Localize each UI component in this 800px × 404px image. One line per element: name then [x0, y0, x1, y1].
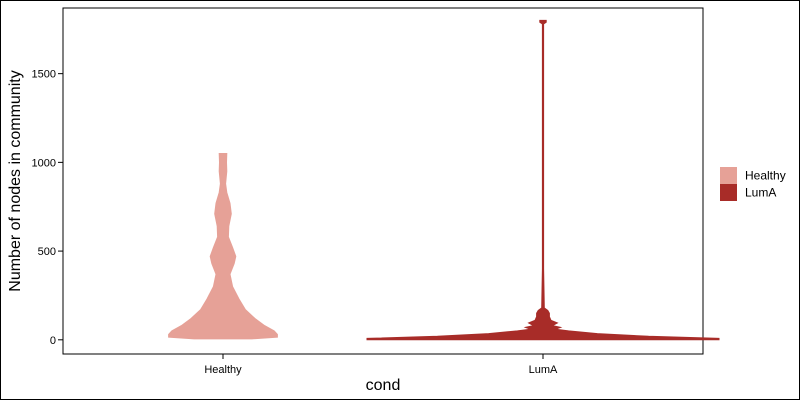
violin-healthy	[168, 153, 278, 340]
legend-label: Healthy	[745, 169, 786, 183]
x-axis: Healthy LumA	[204, 354, 558, 376]
y-axis-title: Number of nodes in community	[7, 70, 24, 291]
x-tick-label: Healthy	[204, 364, 242, 376]
legend-label: LumA	[745, 186, 776, 200]
y-tick-label: 500	[38, 246, 56, 258]
x-tick-label: LumA	[529, 364, 558, 376]
legend: Healthy LumA	[720, 167, 786, 201]
legend-key-luma	[720, 184, 737, 201]
legend-key-healthy	[720, 167, 737, 184]
y-tick-label: 0	[50, 335, 56, 347]
violin-layer	[168, 19, 720, 341]
y-tick-label: 1500	[32, 69, 56, 81]
y-tick-label: 1000	[32, 157, 56, 169]
x-axis-title: cond	[366, 377, 401, 394]
y-axis: 0 500 1000 1500	[32, 69, 63, 347]
plot-panel	[62, 7, 704, 355]
violin-luma	[366, 19, 720, 341]
